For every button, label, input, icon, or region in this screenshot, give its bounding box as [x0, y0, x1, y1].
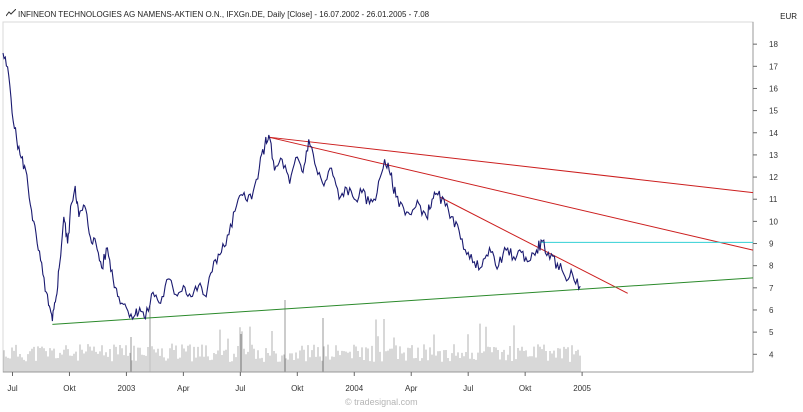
chart-header: INFINEON TECHNOLOGIES AG NAMENS-AKTIEN O…: [0, 0, 803, 22]
price-line: [2, 52, 581, 322]
short-resistance-line: [439, 196, 628, 294]
y-tick-label: 18: [769, 40, 778, 49]
x-tick-label: Jul: [235, 384, 245, 393]
long-resistance-line: [268, 136, 754, 194]
y-tick-label: 13: [769, 151, 778, 160]
x-tick-label: 2004: [345, 384, 363, 393]
y-tick-label: 5: [769, 328, 774, 337]
x-tick-label: 2003: [118, 384, 136, 393]
y-tick-label: 7: [769, 284, 774, 293]
y-tick-label: 6: [769, 306, 774, 315]
y-tick-label: 9: [769, 240, 774, 249]
x-tick-label: Okt: [63, 384, 76, 393]
y-tick-label: 14: [769, 129, 778, 138]
x-tick-label: Apr: [177, 384, 190, 393]
y-tick-label: 11: [769, 195, 778, 204]
x-tick-label: Okt: [291, 384, 304, 393]
plot-frame: [2, 21, 754, 373]
line-chart-icon: [6, 9, 16, 17]
y-tick-label: 15: [769, 107, 778, 116]
x-tick-label: Apr: [405, 384, 418, 393]
x-tick-label: Jul: [463, 384, 473, 393]
x-tick-label: Jul: [7, 384, 17, 393]
x-tick-label: 2005: [573, 384, 591, 393]
currency-label: EUR: [780, 12, 797, 21]
mid-resistance-line: [268, 136, 754, 251]
y-tick-label: 10: [769, 217, 778, 226]
chart-title: INFINEON TECHNOLOGIES AG NAMENS-AKTIEN O…: [18, 10, 430, 19]
watermark: © tradesignal.com: [345, 397, 418, 407]
y-tick-label: 17: [769, 62, 778, 71]
y-tick-label: 4: [769, 350, 774, 359]
y-tick-label: 8: [769, 262, 774, 271]
x-tick-label: Okt: [519, 384, 532, 393]
y-tick-label: 16: [769, 84, 778, 93]
y-tick-label: 12: [769, 173, 778, 182]
support-line: [52, 277, 754, 325]
